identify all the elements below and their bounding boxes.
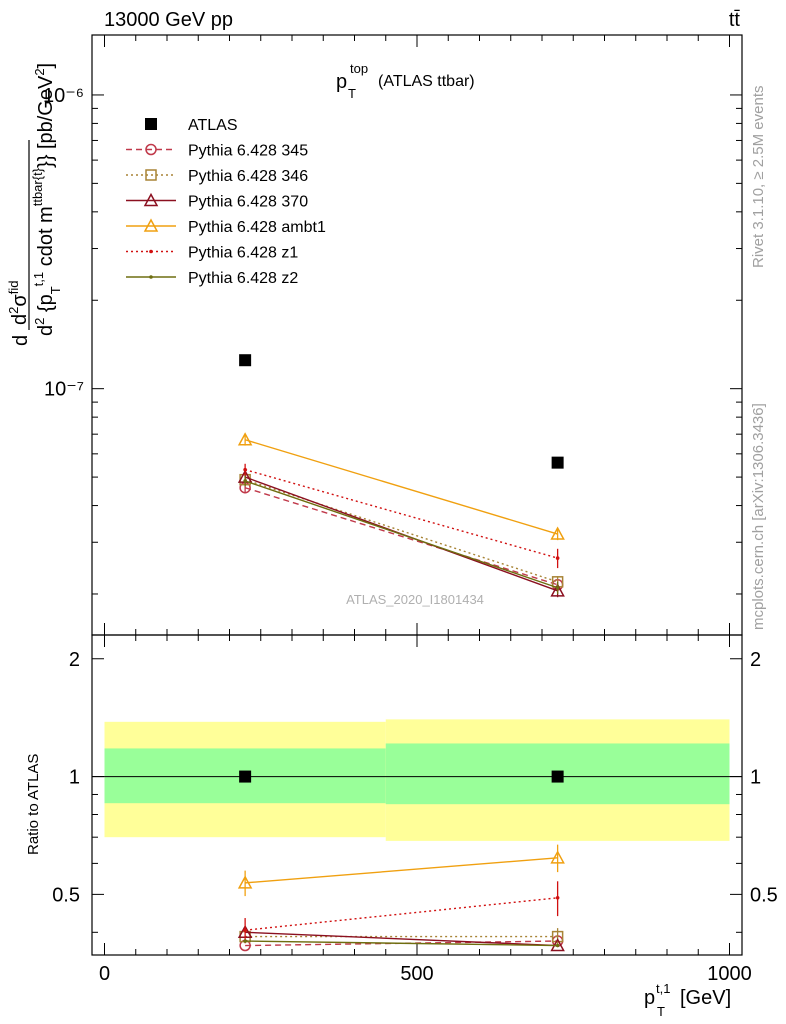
series-5-line [244, 468, 558, 559]
legend-item-5: Pythia 6.428 z1 [126, 245, 298, 262]
y-tick-label-ratio-right: 0.5 [750, 884, 778, 906]
y-axis-label-ratio: Ratio to ATLAS [25, 754, 42, 855]
series-4-point [237, 432, 253, 446]
series-3-ratio-line [245, 931, 558, 947]
legend-label: Pythia 6.428 z2 [188, 270, 298, 287]
y-tick-label-main: 10⁻⁷ [44, 379, 84, 401]
series-4-line [244, 439, 558, 535]
svg-text:p: p [644, 987, 655, 1009]
legend-item-1: Pythia 6.428 345 [126, 143, 308, 160]
mcplots-label: mcplots.cern.ch [arXiv:1306.3436] [750, 403, 767, 630]
svg-text:t,1: t,1 [656, 981, 670, 996]
series-2-ratio-point [551, 930, 564, 943]
rivet-label: Rivet 3.1.10, ≥ 2.5M events [750, 86, 767, 269]
svg-text:d: d [10, 335, 32, 346]
y-tick-label-ratio-right: 2 [750, 649, 761, 671]
legend-item-3: Pythia 6.428 370 [126, 192, 308, 211]
legend-item-2: Pythia 6.428 346 [126, 168, 308, 185]
series-0-point [239, 354, 252, 367]
legend-label: Pythia 6.428 345 [188, 143, 308, 160]
series-5-ratio-line [245, 897, 558, 931]
series-0-ratio-point [239, 770, 252, 783]
legend-marker [149, 275, 153, 279]
y-tick-label-ratio: 2 [69, 649, 80, 671]
svg-text:T: T [657, 1004, 665, 1019]
process-label: tt̄ [729, 9, 741, 31]
y-tick-label-ratio: 1 [69, 767, 80, 789]
series-4-ratio-line [245, 857, 558, 884]
series-6-point [555, 585, 560, 590]
beam-label: 13000 GeV pp [104, 9, 233, 31]
series-0-ratio-point [551, 770, 564, 783]
y-axis-label-main: d d2σfid d2 {pTt,1 cdot mttbar{t}}} [pb/… [6, 63, 63, 346]
axis-ticks: 0 500 1000 10⁻⁶ 10⁻⁷ 2 2 1 1 0.5 0.5 [43, 35, 778, 985]
x-tick-label: 500 [400, 963, 433, 985]
series-3-point [550, 583, 565, 597]
legend-item-6: Pythia 6.428 z2 [126, 270, 298, 287]
series-2-line [244, 479, 558, 583]
legend-marker [143, 192, 159, 207]
series-0-point [551, 456, 564, 469]
x-tick-label: 0 [99, 963, 110, 985]
legend-label: Pythia 6.428 z1 [188, 245, 298, 262]
plot-title-tail: (ATLAS ttbar) [378, 73, 475, 90]
series-layer [237, 354, 565, 598]
ratio-bands [104, 719, 730, 841]
svg-text:d2σfid: d2σfid [6, 281, 31, 325]
x-axis-label: p T t,1 [GeV] [644, 981, 731, 1019]
plot-title-main: p [336, 71, 347, 93]
series-5-point [243, 467, 247, 472]
legend-marker [145, 143, 157, 156]
legend-label: Pythia 6.428 346 [188, 168, 308, 185]
series-6-ratio-point [243, 939, 247, 943]
series-4-ratio-point [237, 875, 253, 889]
series-5-ratio-point [243, 928, 247, 932]
series-5-point [555, 556, 560, 560]
legend-item-0: ATLAS [145, 117, 238, 134]
series-1-ratio-line [245, 940, 558, 947]
series-6-line [244, 480, 558, 589]
series-6-ratio-line [245, 940, 558, 947]
series-5-ratio-point [555, 896, 560, 900]
legend-marker [149, 249, 153, 254]
legend-label: ATLAS [188, 117, 238, 134]
legend-marker [145, 169, 157, 181]
series-1-line [244, 487, 558, 586]
series-4-ratio-point [550, 850, 565, 864]
legend-label: Pythia 6.428 ambt1 [188, 219, 326, 236]
legend-label: Pythia 6.428 370 [188, 194, 308, 211]
ratio-series-layer [237, 770, 565, 952]
legend: ATLAS Pythia 6.428 345 Pythia 6.428 346 Pyt… [126, 117, 326, 287]
series-6-point [243, 479, 247, 483]
x-tick-label: 1000 [707, 963, 752, 985]
analysis-id: ATLAS_2020_I1801434 [346, 592, 484, 607]
plot-title-sup: top [350, 61, 368, 76]
y-tick-label-main: 10⁻⁶ [43, 85, 84, 107]
series-6-ratio-point [555, 943, 560, 948]
y-tick-label-ratio-right: 1 [750, 767, 761, 789]
legend-item-4: Pythia 6.428 ambt1 [126, 218, 326, 236]
legend-marker [145, 118, 157, 130]
y-tick-label-ratio: 0.5 [52, 884, 80, 906]
legend-marker [143, 218, 159, 232]
plot-title-sub: T [348, 86, 356, 101]
series-4-point [550, 526, 565, 540]
svg-text:[GeV]: [GeV] [680, 987, 731, 1009]
